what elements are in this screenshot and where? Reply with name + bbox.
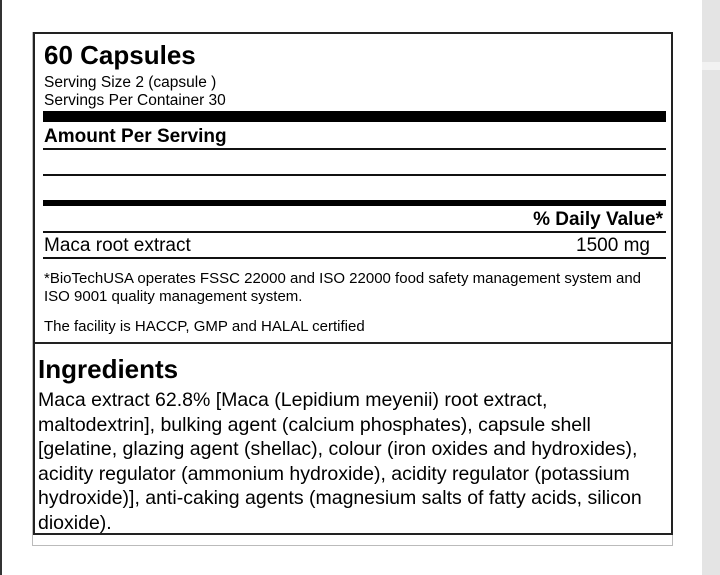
label-title: 60 Capsules xyxy=(44,40,196,70)
thick-divider xyxy=(43,200,666,206)
divider xyxy=(43,231,666,233)
section-divider xyxy=(35,342,671,344)
daily-value-header: % Daily Value* xyxy=(533,209,663,230)
nutrient-amount: 1500 mg xyxy=(576,235,650,256)
serving-size: Serving Size 2 (capsule ) xyxy=(44,74,217,91)
ingredients-heading: Ingredients xyxy=(38,354,179,384)
scrollbar[interactable] xyxy=(702,0,720,575)
ingredients-text: Maca extract 62.8% [Maca (Lepidium meyen… xyxy=(38,389,642,534)
scrollbar-thumb[interactable] xyxy=(702,62,720,70)
nutrient-name: Maca root extract xyxy=(44,235,191,256)
thick-divider xyxy=(43,111,666,122)
window-left-edge xyxy=(0,0,2,575)
servings-per-container: Servings Per Container 30 xyxy=(44,92,226,109)
footnote: *BioTechUSA operates FSSC 22000 and ISO … xyxy=(44,270,642,305)
facility-note: The facility is HACCP, GMP and HALAL cer… xyxy=(44,318,365,335)
divider xyxy=(43,148,666,150)
supplement-facts-label: 60 Capsules Serving Size 2 (capsule ) Se… xyxy=(33,32,673,535)
divider xyxy=(43,257,666,259)
divider xyxy=(43,174,666,176)
amount-per-serving-heading: Amount Per Serving xyxy=(44,126,227,147)
